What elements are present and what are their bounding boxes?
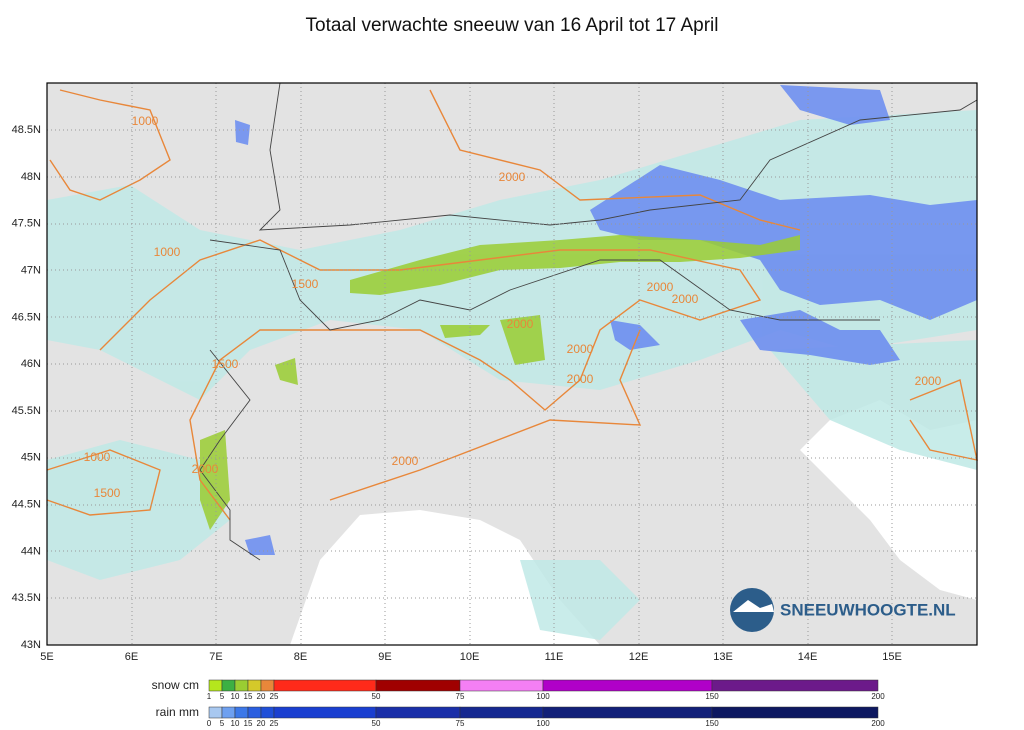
snow-color-swatch: [221, 679, 236, 692]
snow-legend-tick: 50: [372, 692, 381, 701]
lon-label: 14E: [798, 651, 818, 663]
snow-legend-label: snow cm: [152, 678, 199, 692]
snow-color-swatch: [234, 679, 249, 692]
rain-color-swatch: [375, 706, 461, 719]
snow-color-swatch: [260, 679, 275, 692]
lon-label: 15E: [882, 651, 902, 663]
snow-color-swatch: [711, 679, 879, 692]
logo-text: SNEEUWHOOGTE.NL: [780, 600, 956, 619]
borders: [199, 82, 978, 561]
contour-label: 2000: [567, 372, 594, 386]
snow-areas: [200, 235, 800, 530]
lon-label: 12E: [629, 651, 649, 663]
contour-label: 2000: [192, 462, 219, 476]
contour-label: 1000: [132, 114, 159, 128]
rain-color-swatch: [221, 706, 236, 719]
contour-label: 1500: [292, 277, 319, 291]
rain-legend-tick: 5: [220, 719, 225, 728]
lat-label: 46N: [21, 358, 41, 370]
snow-legend-tick: 100: [536, 692, 550, 701]
contour-label: 1500: [94, 486, 121, 500]
contour-label: 1000: [84, 450, 111, 464]
rain-color-swatch: [273, 706, 377, 719]
logo: SNEEUWHOOGTE.NL: [730, 588, 956, 632]
lon-label: 13E: [713, 651, 733, 663]
rain-legend-tick: 0: [207, 719, 212, 728]
rain-legend-tick: 15: [244, 719, 253, 728]
contour-label: 2000: [392, 454, 419, 468]
contour-label: 2000: [507, 317, 534, 331]
lon-label: 10E: [460, 651, 480, 663]
rain-legend-tick: 10: [231, 719, 240, 728]
lat-label: 48N: [21, 171, 41, 183]
contour-label: 1500: [212, 357, 239, 371]
contour-label: 2000: [672, 292, 699, 306]
snow-legend-tick: 25: [270, 692, 279, 701]
lon-label: 8E: [294, 651, 307, 663]
lon-label: 7E: [209, 651, 222, 663]
snow-legend-tick: 15: [244, 692, 253, 701]
rain-legend-tick: 200: [871, 719, 885, 728]
rain-legend-label: rain mm: [156, 705, 199, 719]
map-frame: [46, 82, 978, 646]
rain-legend-tick: 150: [705, 719, 719, 728]
contour-label: 2000: [499, 170, 526, 184]
rain-color-swatch: [208, 706, 223, 719]
lon-label: 6E: [125, 651, 138, 663]
rain-legend-tick: 100: [536, 719, 550, 728]
snow-legend-tick: 10: [231, 692, 240, 701]
snow-legend-tick: 20: [257, 692, 266, 701]
snow-color-swatch: [542, 679, 713, 692]
snow-color-swatch: [208, 679, 223, 692]
rain-legend-tick: 20: [257, 719, 266, 728]
snow-legend-tick: 150: [705, 692, 719, 701]
snow-legend-tick: 200: [871, 692, 885, 701]
contour-label: 1000: [154, 245, 181, 259]
snow-color-swatch: [459, 679, 544, 692]
lat-label: 45.5N: [12, 405, 41, 417]
lat-label: 47N: [21, 265, 41, 277]
lat-label: 43.5N: [12, 592, 41, 604]
rain-legend-tick: 25: [270, 719, 279, 728]
lon-label: 11E: [545, 651, 564, 663]
lat-label: 47.5N: [12, 218, 41, 230]
lat-label: 48.5N: [12, 124, 41, 136]
ligurian-sea: [290, 510, 600, 645]
lon-label: 5E: [40, 651, 53, 663]
lat-label: 44.5N: [12, 499, 41, 511]
rain-color-swatch: [234, 706, 249, 719]
rain-color-swatch: [711, 706, 879, 719]
rain-color-swatch: [247, 706, 262, 719]
snow-color-swatch: [375, 679, 461, 692]
graticule: [47, 83, 977, 645]
rain-color-swatch: [260, 706, 275, 719]
contour-label: 2000: [567, 342, 594, 356]
rain-color-swatch: [542, 706, 713, 719]
rain-legend-tick: 50: [372, 719, 381, 728]
rain-legend-tick: 75: [456, 719, 465, 728]
snow-legend-tick: 5: [220, 692, 225, 701]
snow-legend-tick: 1: [207, 692, 212, 701]
snow-legend-tick: 75: [456, 692, 465, 701]
snow-color-swatch: [247, 679, 262, 692]
contour-label: 2000: [915, 374, 942, 388]
lat-label: 45N: [21, 452, 41, 464]
snow-color-swatch: [273, 679, 377, 692]
map: SNEEUWHOOGTE.NL: [46, 82, 978, 646]
title: Totaal verwachte sneeuw van 16 April tot…: [306, 15, 719, 36]
logo-mountain: [733, 600, 774, 612]
lat-label: 44N: [21, 545, 41, 557]
lat-label: 46.5N: [12, 311, 41, 323]
lon-label: 9E: [378, 651, 391, 663]
lat-label: 43N: [21, 639, 41, 651]
rain-color-swatch: [459, 706, 544, 719]
contour-label: 2000: [647, 280, 674, 294]
